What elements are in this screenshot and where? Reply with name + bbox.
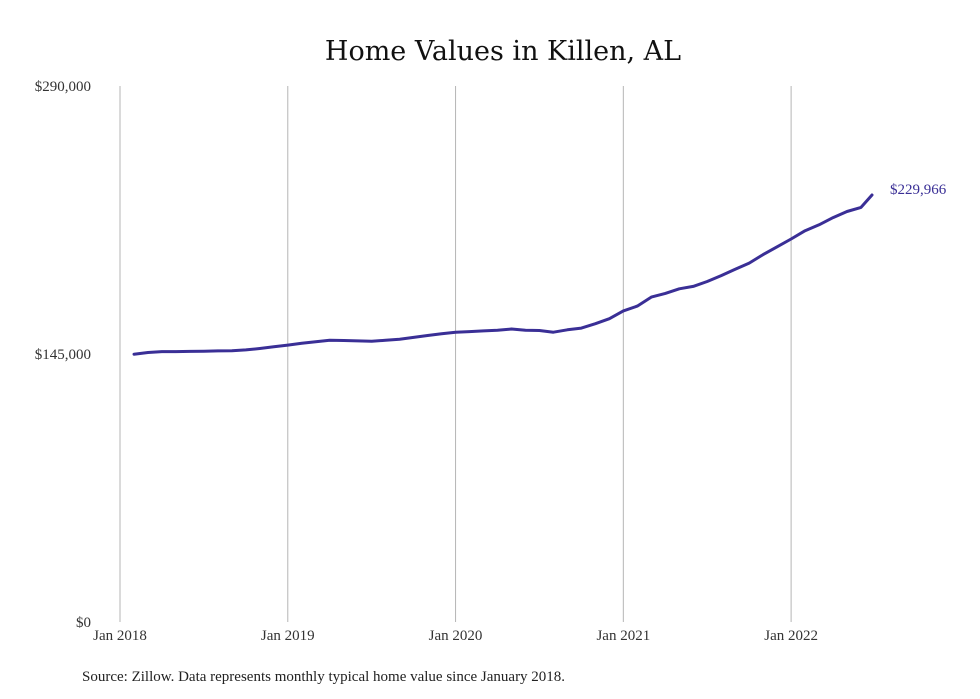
x-tick-label: Jan 2022 (764, 628, 818, 644)
x-axis: Jan 2018 Jan 2019 Jan 2020 Jan 2021 Jan 2022 (93, 628, 818, 644)
y-tick-label: $0 (76, 615, 91, 631)
series-line (132, 193, 874, 356)
end-value-label: $229,966 (890, 182, 947, 198)
x-tick-label: Jan 2018 (93, 628, 147, 644)
gridlines (119, 86, 792, 622)
series-group: $229,966 (132, 182, 947, 356)
chart-title: Home Values in Killen, AL (325, 36, 681, 67)
source-note: Source: Zillow. Data represents monthly … (82, 669, 565, 685)
x-tick-label: Jan 2020 (429, 628, 483, 644)
y-tick-label: $145,000 (35, 347, 91, 363)
x-tick-label: Jan 2021 (596, 628, 650, 644)
y-tick-label: $290,000 (35, 79, 91, 95)
y-axis: $0 $145,000 $290,000 (35, 79, 91, 631)
x-tick-label: Jan 2019 (261, 628, 315, 644)
